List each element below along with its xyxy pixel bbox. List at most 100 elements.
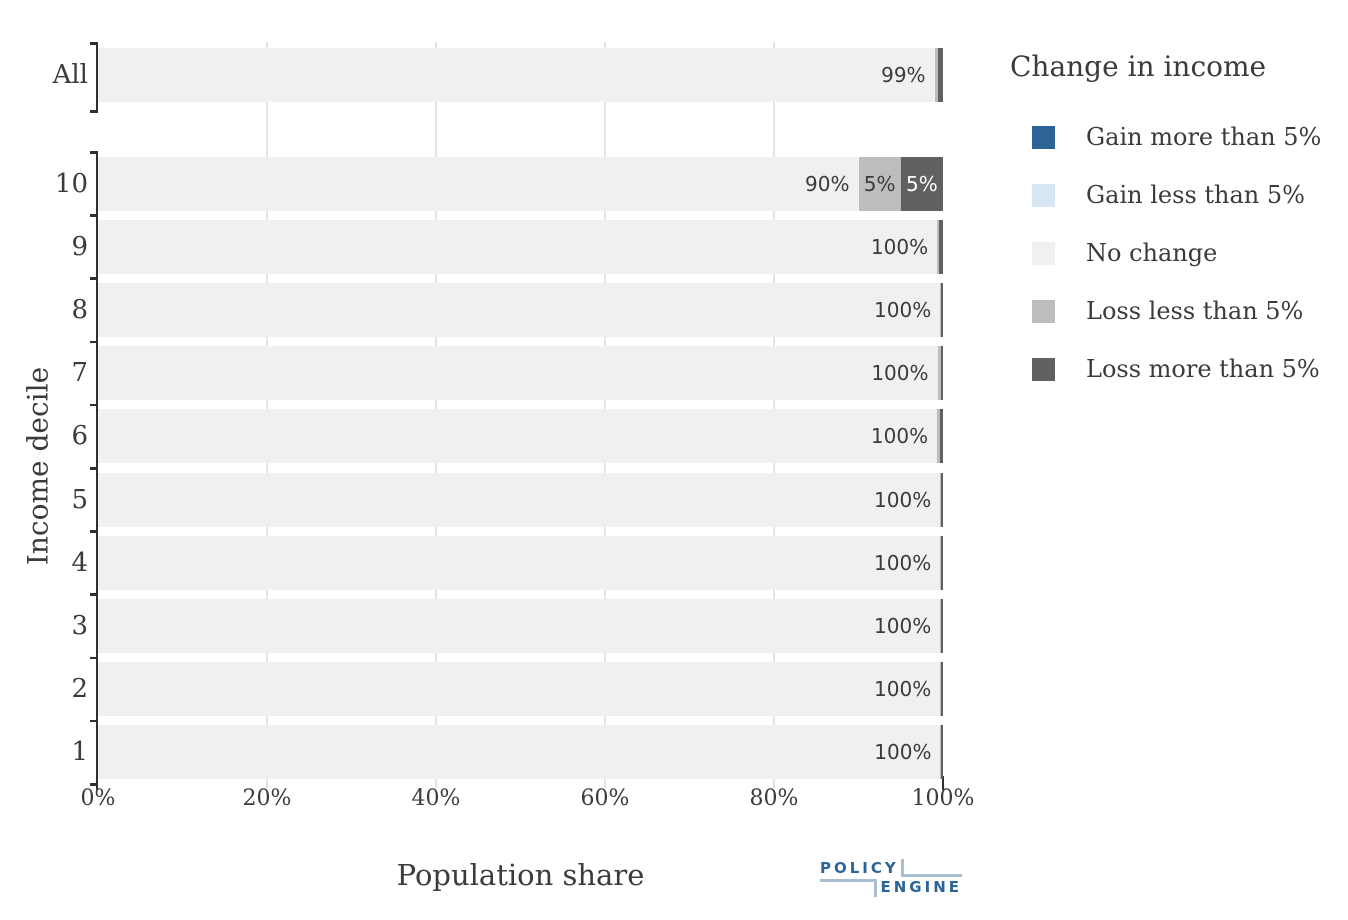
bar-row-All: 99%: [98, 48, 943, 102]
bar-value-label: 100%: [874, 550, 932, 575]
x-tick-label-0%: 0%: [80, 786, 116, 811]
bar-row-10: 90% 5% 5%: [98, 156, 943, 211]
logo-row-1: POLICY: [820, 859, 962, 878]
legend-item-loss_more[interactable]: Loss more than 5%: [1032, 355, 1340, 383]
bar-segment-loss_more[interactable]: [939, 219, 943, 274]
x-axis-tick-100: [941, 776, 944, 790]
bar-segment-loss_less[interactable]: [940, 283, 941, 337]
bar-segment-loss_less[interactable]: [940, 599, 941, 653]
y-tick-label-1: 1: [71, 737, 88, 768]
bar-value-label: 5%: [863, 171, 896, 196]
y-axis-tick: [90, 277, 98, 280]
y-tick-label-2: 2: [71, 674, 88, 705]
legend-item-loss_less[interactable]: Loss less than 5%: [1032, 297, 1340, 325]
legend-swatch-gain_less: [1032, 183, 1055, 207]
y-axis-tick: [90, 403, 98, 407]
legend-swatch-no_change: [1032, 241, 1055, 265]
y-axis-tick: [90, 340, 98, 344]
legend-label: No change: [1086, 239, 1218, 267]
bar-segment-loss_less[interactable]: [934, 48, 939, 102]
x-tick-label-40%: 40%: [411, 786, 461, 811]
bar-segment-loss_more[interactable]: [940, 662, 943, 717]
logo-word-policy: POLICY: [820, 859, 899, 877]
y-tick-label-6: 6: [71, 421, 88, 452]
bar-segment-loss_more[interactable]: [940, 472, 943, 527]
bar-segment-loss_less[interactable]: [937, 409, 940, 464]
bar-segment-loss_more[interactable]: [940, 535, 943, 590]
legend-item-gain_less[interactable]: Gain less than 5%: [1032, 181, 1340, 209]
bar-value-label: 99%: [881, 63, 926, 87]
bar-value-label: 100%: [870, 234, 929, 259]
bar-row-1: 100%: [98, 725, 943, 780]
bar-segment-no_change[interactable]: 100%: [98, 599, 941, 653]
bar-value-label: 100%: [874, 487, 932, 512]
legend-swatch-loss_more: [1032, 357, 1055, 381]
legend-label: Gain more than 5%: [1086, 123, 1322, 151]
bar-row-6: 100%: [98, 409, 943, 464]
logo-line-icon: [820, 879, 877, 897]
bar-row-8: 100%: [98, 283, 943, 337]
bar-value-label: 100%: [874, 614, 932, 638]
bar-segment-loss_less[interactable]: [937, 219, 940, 274]
bar-segment-no_change[interactable]: 90%: [98, 156, 859, 211]
bar-segment-loss_more[interactable]: [938, 48, 943, 102]
x-tick-label-20%: 20%: [242, 786, 292, 811]
legend-item-gain_more[interactable]: Gain more than 5%: [1032, 123, 1340, 151]
y-axis-tick: [90, 151, 98, 154]
y-axis-tick: [90, 719, 98, 723]
bar-segment-loss_less[interactable]: [940, 662, 941, 717]
bar-segment-loss_less[interactable]: [940, 472, 941, 527]
bar-segment-no_change[interactable]: 100%: [98, 535, 941, 590]
bar-value-label: 100%: [874, 740, 932, 765]
y-axis-tick: [90, 530, 98, 533]
logo-word-engine: ENGINE: [880, 878, 962, 896]
legend-swatch-loss_less: [1032, 299, 1055, 323]
bar-segment-no_change[interactable]: 100%: [98, 472, 941, 527]
y-axis-tick: [90, 467, 98, 470]
legend-label: Loss more than 5%: [1086, 355, 1320, 383]
y-tick-label-All: All: [52, 60, 88, 90]
bar-segment-loss_more[interactable]: [940, 725, 943, 780]
bar-row-4: 100%: [98, 535, 943, 590]
y-tick-label-8: 8: [71, 295, 88, 325]
y-axis-title: Income decile: [21, 366, 55, 566]
bar-segment-loss_more[interactable]: [940, 283, 943, 337]
y-axis-tick: [90, 593, 98, 596]
bar-segment-loss_more[interactable]: [939, 409, 943, 464]
legend-swatch-gain_more: [1032, 125, 1055, 149]
y-axis-line: [95, 42, 98, 112]
bar-value-label: 100%: [870, 424, 929, 449]
bar-segment-no_change[interactable]: 100%: [98, 283, 941, 337]
y-tick-label-9: 9: [71, 231, 88, 262]
bar-segment-loss_more[interactable]: 5%: [900, 156, 943, 211]
bar-segment-no_change[interactable]: 100%: [98, 409, 938, 464]
legend-item-no_change[interactable]: No change: [1032, 239, 1340, 267]
bar-segment-no_change[interactable]: 100%: [98, 725, 941, 780]
y-tick-label-5: 5: [71, 484, 88, 515]
bar-segment-no_change[interactable]: 100%: [98, 219, 938, 274]
bar-row-9: 100%: [98, 219, 943, 274]
bar-segment-loss_less[interactable]: [940, 535, 941, 590]
y-axis-tick: [90, 783, 98, 786]
y-axis-tick: [90, 214, 98, 217]
bar-value-label: 100%: [874, 298, 932, 322]
x-axis-title: Population share: [396, 858, 645, 892]
legend-label: Loss less than 5%: [1086, 297, 1304, 325]
y-axis-tick: [90, 656, 98, 660]
bar-segment-loss_less[interactable]: 5%: [858, 156, 901, 211]
y-tick-label-7: 7: [71, 358, 88, 389]
bar-row-5: 100%: [98, 472, 943, 527]
x-tick-label-100%: 100%: [911, 786, 975, 811]
bar-segment-loss_less[interactable]: [937, 346, 942, 401]
y-axis-tick: [90, 110, 98, 113]
legend-title: Change in income: [1010, 50, 1267, 83]
logo-line-icon: [900, 859, 962, 877]
bar-segment-no_change[interactable]: 100%: [98, 662, 941, 717]
bar-value-label: 100%: [874, 677, 932, 702]
bar-segment-no_change[interactable]: 99%: [98, 48, 935, 102]
bar-segment-no_change[interactable]: 100%: [98, 346, 938, 401]
y-axis-tick: [90, 42, 98, 45]
bar-segment-loss_more[interactable]: [940, 599, 943, 653]
bar-segment-loss_more[interactable]: [941, 346, 943, 401]
